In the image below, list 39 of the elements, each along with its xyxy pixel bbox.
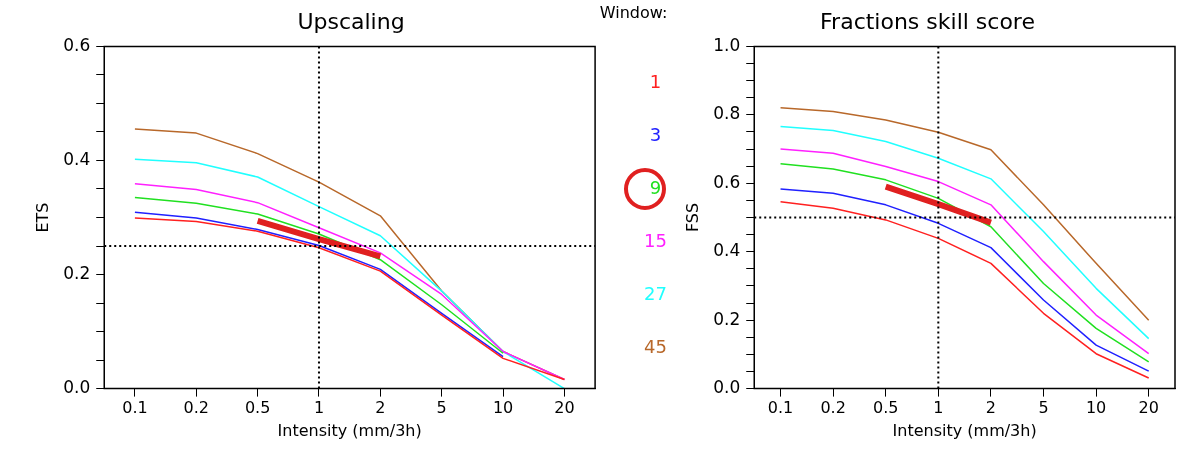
x-tick-label: 0.1 [122, 398, 148, 418]
y-tick-label: 0.2 [713, 308, 741, 329]
y-tick-label: 0.6 [713, 171, 741, 192]
x-tick-label: 1 [313, 398, 325, 418]
x-tick-label: 0.5 [244, 398, 271, 418]
x-tick-label: 1 [933, 398, 944, 418]
legend-title: Window: [599, 3, 668, 23]
x-tick-label: 0.5 [873, 398, 899, 418]
y-tick-label: 0.2 [63, 262, 91, 283]
y-axis-title: ETS [32, 202, 52, 233]
x-tick-label: 0.1 [767, 398, 794, 418]
chart-title: Upscaling [297, 8, 405, 34]
y-tick-label: 0.4 [63, 148, 91, 169]
y-tick-label: 0.0 [63, 377, 91, 398]
x-tick-label: 0.2 [183, 398, 209, 418]
y-tick-label: 1.0 [713, 34, 741, 55]
x-tick-label: 20 [1138, 398, 1159, 418]
text: 3 [649, 123, 662, 145]
x-tick-label: 10 [492, 398, 514, 418]
y-tick-label: 0.4 [713, 240, 741, 261]
x-tick-label: 5 [1038, 398, 1049, 418]
y-tick-label: 0.6 [63, 34, 91, 55]
text: 15 [644, 229, 667, 251]
x-tick-label: 2 [985, 398, 997, 418]
x-tick-label: 20 [554, 398, 575, 418]
y-tick-label: 0.0 [713, 377, 741, 398]
chart-title: Fractions skill score [820, 8, 1035, 34]
x-tick-label: 5 [436, 398, 447, 418]
y-tick-label: 0.8 [713, 103, 741, 124]
text: 27 [644, 282, 667, 304]
text: 9 [649, 176, 662, 198]
y-axis-title: FSS [682, 202, 702, 233]
x-tick-label: 0.2 [820, 398, 846, 418]
x-axis-title: Intensity (mm/3h) [277, 420, 422, 440]
x-tick-label: 2 [375, 398, 386, 418]
x-axis-title: Intensity (mm/3h) [892, 420, 1037, 440]
text: 45 [644, 335, 667, 357]
text: 1 [649, 70, 662, 92]
x-tick-label: 10 [1085, 398, 1107, 418]
